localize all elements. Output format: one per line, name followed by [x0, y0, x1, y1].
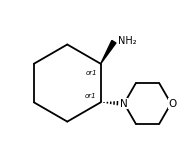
Text: or1: or1	[86, 70, 97, 76]
Text: or1: or1	[85, 93, 97, 99]
Text: O: O	[168, 99, 177, 109]
Polygon shape	[101, 41, 116, 64]
Text: N: N	[120, 99, 127, 109]
Text: NH₂: NH₂	[118, 36, 136, 46]
